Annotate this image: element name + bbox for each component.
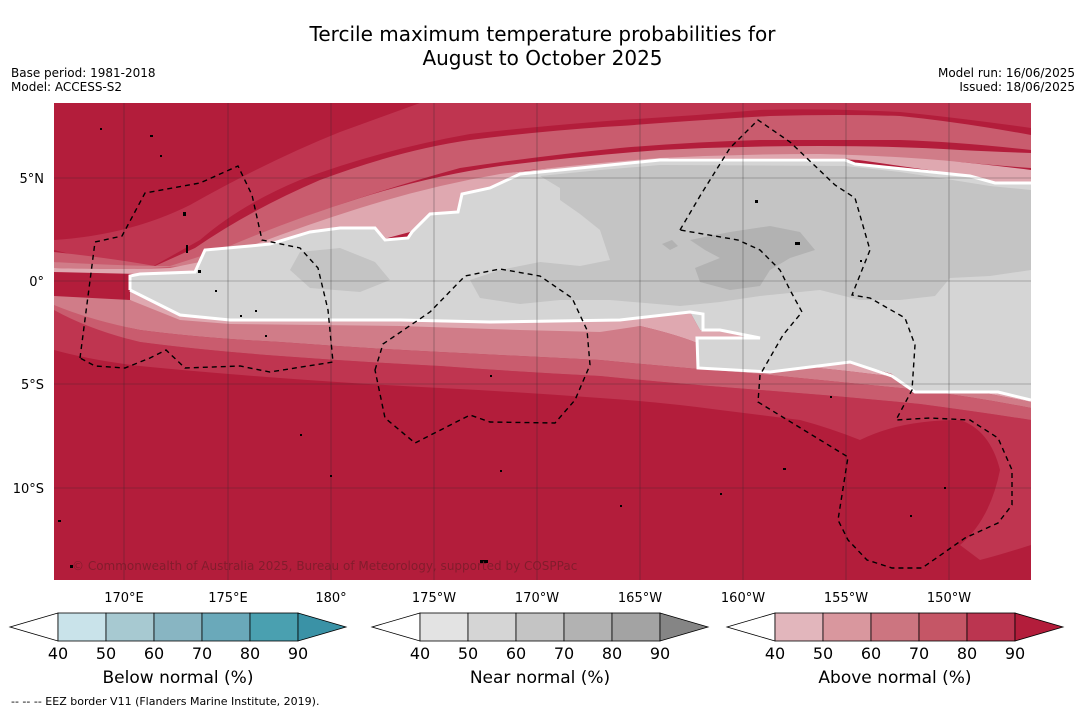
colorbar-tick-label: 80 [957, 644, 977, 663]
zone-near-70-spot [662, 240, 678, 250]
zone-above-70-south [54, 296, 1031, 420]
title-line-1: Tercile maximum temperature probabilitie… [309, 22, 776, 46]
lat-label-5n: 5°N [20, 172, 45, 187]
colorbar-segment [774, 612, 824, 642]
colorbar-extend-high [297, 612, 348, 642]
zone-above-70-north [54, 115, 1031, 270]
colorbar-segment [966, 612, 1016, 642]
lon-label-175w: 175°W [412, 591, 456, 606]
colorbar-extend-low [8, 612, 59, 642]
colorbar-extend-high [659, 612, 710, 642]
zone-above-60-north [54, 146, 1031, 270]
eez-borders [79, 119, 1013, 569]
colorbar-segment [467, 612, 517, 642]
colorbar-above: 40 50 60 70 80 90 [725, 612, 1065, 663]
lon-label-175e: 175°E [208, 591, 248, 606]
colorbar-tick-label: 70 [909, 644, 929, 663]
colorbar-tick-label: 80 [240, 644, 260, 663]
lat-label-0: 0° [29, 275, 44, 290]
colorbar-tick-label: 40 [410, 644, 430, 663]
colorbar-tick-label: 80 [602, 644, 622, 663]
lon-label-155w: 155°W [824, 591, 868, 606]
colorbar-segment [822, 612, 872, 642]
island-coastlines [58, 128, 946, 568]
colorbar-near: 40 50 60 70 80 90 [370, 612, 710, 663]
colorbar-segment [201, 612, 251, 642]
lon-label-180: 180° [315, 591, 346, 606]
grid-lines [54, 103, 1031, 580]
colorbar-extend-low [725, 612, 776, 642]
colorbar-tick-label: 90 [288, 644, 308, 663]
issued-date: Issued: 18/06/2025 [959, 80, 1075, 94]
lon-labels: 170°E 175°E 180° 175°W 170°W 165°W 160°W… [104, 591, 971, 606]
lon-label-170e: 170°E [104, 591, 144, 606]
lat-label-10s: 10°S [13, 482, 44, 497]
colorbar-segment [105, 612, 155, 642]
zone-above-50-north [54, 154, 1031, 274]
lon-label-170w: 170°W [515, 591, 559, 606]
colorbar-segment [870, 612, 920, 642]
colorbar-tick-label: 90 [1005, 644, 1025, 663]
colorbar-segment [611, 612, 661, 642]
lat-label-5s: 5°S [21, 378, 44, 393]
colorbar-near-label: Near normal (%) [469, 668, 611, 688]
colorbar-segment [563, 612, 613, 642]
eez-legend-note: -- -- -- EEZ border V11 (Flanders Marine… [11, 695, 320, 708]
title-line-2: August to October 2025 [422, 46, 663, 70]
zone-near-70 [690, 226, 815, 290]
colorbar-extend-high [1014, 612, 1065, 642]
colorbar-above-label: Above normal (%) [818, 668, 972, 688]
colorbar-tick-label: 40 [48, 644, 68, 663]
colorbar-segment [515, 612, 565, 642]
near-normal-boundary-north [128, 158, 1031, 290]
near-normal-boundary-south [129, 288, 1031, 402]
lon-label-165w: 165°W [618, 591, 662, 606]
colorbar-tick-label: 70 [192, 644, 212, 663]
colorbar-tick-label: 50 [96, 644, 116, 663]
colorbar-tick-label: 90 [650, 644, 670, 663]
colorbar-segment [249, 612, 299, 642]
colorbar-segment [57, 612, 107, 642]
chart-title: Tercile maximum temperature probabilitie… [0, 22, 1085, 70]
colorbar-below: 40 50 60 70 80 90 [8, 612, 348, 663]
colorbar-tick-label: 60 [506, 644, 526, 663]
zone-above-80-north [54, 103, 1031, 268]
colorbar-tick-label: 50 [458, 644, 478, 663]
colorbar-segment [153, 612, 203, 642]
lon-label-150w: 150°W [927, 591, 971, 606]
colorbar-tick-label: 40 [765, 644, 785, 663]
lon-label-160w: 160°W [721, 591, 765, 606]
colorbar-tick-label: 50 [813, 644, 833, 663]
base-period: Base period: 1981-2018 [11, 66, 156, 80]
meta-right: Model run: 16/06/2025 Issued: 18/06/2025 [938, 66, 1075, 94]
colorbar-tick-label: 60 [861, 644, 881, 663]
colorbar-below-label: Below normal (%) [102, 668, 254, 688]
colorbar-tick-label: 70 [554, 644, 574, 663]
zone-above-80-south [54, 296, 1031, 560]
colorbar-extend-low [370, 612, 421, 642]
map-layers: © Commonwealth of Australia 2025, Bureau… [54, 103, 1031, 580]
copyright-notice: © Commonwealth of Australia 2025, Bureau… [72, 559, 577, 573]
model-name: Model: ACCESS-S2 [11, 80, 123, 94]
colorbar-tick-label: 60 [144, 644, 164, 663]
colorbar-segment [918, 612, 968, 642]
model-run: Model run: 16/06/2025 [937, 66, 1075, 80]
meta-left: Base period: 1981-2018 Model: ACCESS-S2 [11, 66, 156, 94]
colorbar-segment [419, 612, 469, 642]
